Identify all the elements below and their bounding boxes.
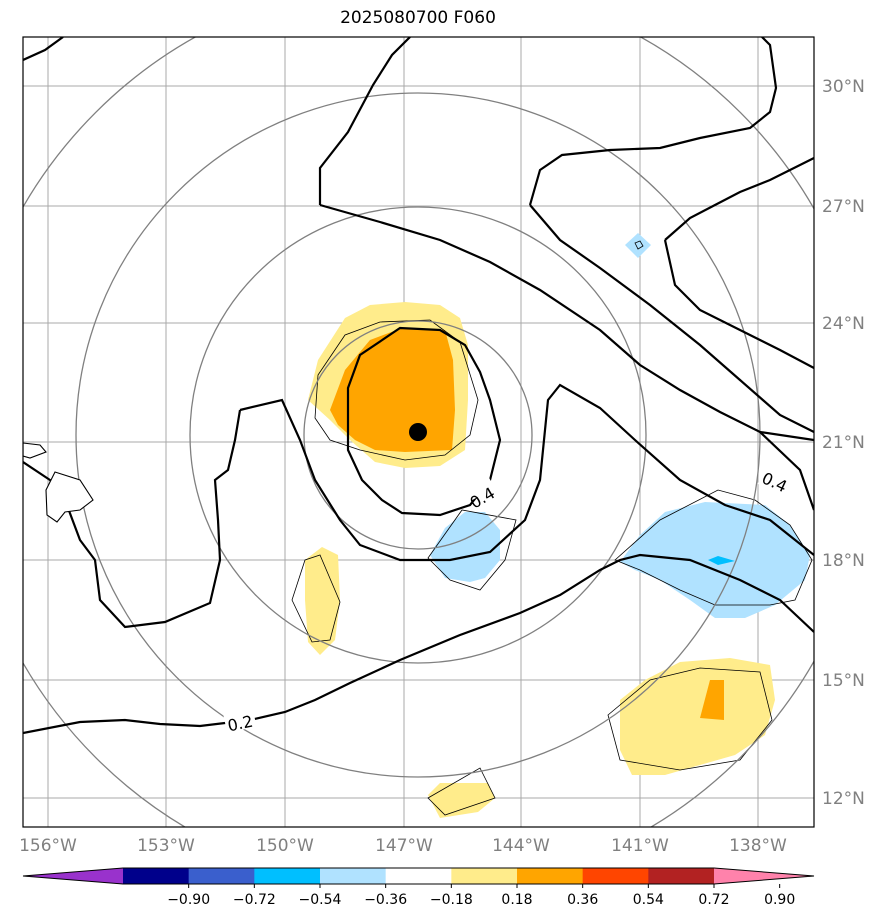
orange-region-center: [330, 328, 455, 452]
coastlines: [23, 442, 94, 523]
lat-tick: 27°N: [822, 197, 865, 217]
lon-tick: 147°W: [375, 836, 433, 856]
colorbar-extend-high: [714, 868, 814, 884]
colorbar-label: −0.18: [430, 892, 473, 908]
colorbar-segment: [517, 868, 584, 884]
lat-tick: 30°N: [822, 77, 865, 97]
colorbar-label: −0.72: [233, 892, 276, 908]
lon-tick: 153°W: [137, 836, 195, 856]
colorbar-segment: [582, 868, 649, 884]
lat-tick: 15°N: [822, 671, 865, 691]
colorbar-segment: [188, 868, 255, 884]
lat-tick-labels: 30°N 27°N 24°N 21°N 18°N 15°N 12°N: [822, 77, 865, 809]
colorbar-label: −0.90: [167, 892, 210, 908]
lon-tick: 138°W: [729, 836, 787, 856]
thin-contours: [291, 240, 813, 816]
colorbar-label: 0.36: [567, 892, 598, 908]
colorbar-label: −0.36: [364, 892, 407, 908]
shaded-anomalies: [305, 233, 810, 818]
orange-region-southeast: [700, 680, 724, 720]
colorbar-segment: [123, 868, 190, 884]
map-frame: [22, 36, 815, 828]
colorbar-extend-low: [23, 868, 123, 884]
lon-tick: 150°W: [256, 836, 314, 856]
lat-tick: 18°N: [822, 551, 865, 571]
colorbar-outline: [22, 867, 815, 885]
lat-tick: 21°N: [822, 433, 865, 453]
colorbar-label: −0.54: [299, 892, 342, 908]
colorbar-label: 0.54: [633, 892, 664, 908]
colorbar-label: 0.72: [698, 892, 729, 908]
colorbar-segment: [451, 868, 518, 884]
yellow-region-strip: [305, 547, 340, 655]
colorbar: −0.90 −0.72 −0.54 −0.36 −0.18 0.18 0.36 0.54 0.7…: [22, 867, 815, 908]
storm-center-marker: [409, 423, 427, 441]
lat-tick: 24°N: [822, 314, 865, 334]
colorbar-label: 0.18: [501, 892, 532, 908]
lat-tick: 12°N: [822, 789, 865, 809]
yellow-region-southeast: [620, 658, 775, 775]
colorbar-segment: [385, 868, 452, 884]
colorbar-segment: [254, 868, 321, 884]
blue-diamond: [625, 233, 651, 258]
thick-contours: [23, 37, 814, 735]
lon-tick: 144°W: [492, 836, 550, 856]
range-rings: [23, 37, 814, 827]
yellow-region-south: [428, 783, 495, 818]
contour-label-2: 0.2: [226, 712, 255, 736]
lon-tick-labels: 156°W 153°W 150°W 147°W 144°W 141°W 138°…: [19, 836, 787, 856]
colorbar-label: 0.90: [764, 892, 795, 908]
colorbar-segment: [648, 868, 715, 884]
map-title: 2025080700 F060: [340, 8, 496, 28]
cyan-marker: [708, 556, 735, 565]
colorbar-segment: [320, 868, 387, 884]
lon-tick: 141°W: [611, 836, 669, 856]
lon-tick: 156°W: [19, 836, 77, 856]
